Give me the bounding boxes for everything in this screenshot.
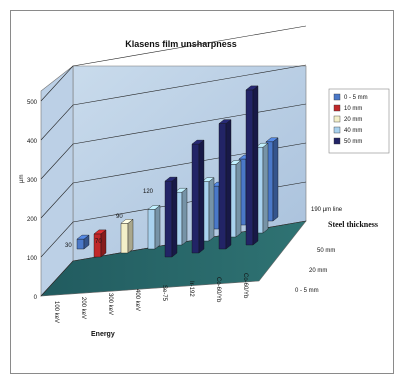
bar-side (225, 119, 232, 250)
bar-side (171, 176, 178, 258)
legend-label: 20 mm (344, 117, 362, 123)
annotation: 90 (116, 214, 123, 220)
x-tick-label: 400 keV (134, 289, 140, 311)
depth-label: 0 - 5 mm (295, 288, 319, 294)
bar-top (218, 119, 232, 124)
bar (164, 180, 173, 258)
legend-swatch (333, 104, 341, 112)
legend-swatch (333, 137, 341, 145)
bar-top (245, 85, 259, 91)
y-tick-label: 400 (27, 139, 38, 145)
bar-side (154, 204, 161, 250)
bar (76, 238, 85, 250)
x-tick-label: Co-60/Yb (242, 273, 248, 299)
y-tick-label: 500 (27, 100, 38, 106)
bar-side (100, 229, 107, 258)
gridline (40, 25, 307, 102)
bar-side (127, 218, 134, 254)
annotation: 120 (143, 189, 154, 195)
y-axis-ticks: 0 100 200 300 400 500 (27, 100, 38, 301)
plot-area (40, 25, 307, 297)
bar-top (265, 137, 279, 143)
gridline (40, 103, 307, 180)
bar-side (272, 137, 279, 222)
chart-svg: Klasens film unsharpness 0 100 200 300 400 50… (19, 25, 390, 338)
bar-side (262, 142, 269, 234)
x-tick-label: 100 keV (53, 301, 59, 323)
x-axis-label: Energy (91, 331, 115, 338)
x-axis-ticks: 100 keV 200 keV 300 keV 400 keV Se-75 Ir-192 C… (53, 273, 248, 323)
depth-axis-labels: 50 mm 20 mm 0 - 5 mm (295, 248, 335, 294)
x-tick-label: Co-60/Yb (215, 277, 221, 303)
bar-top (120, 219, 134, 224)
bar (147, 209, 156, 250)
legend-swatch (333, 93, 341, 101)
y-tick-label: 200 (27, 217, 38, 223)
bar-top (164, 176, 178, 182)
annotation: 190 µm line (311, 207, 343, 213)
bar-side (198, 139, 205, 254)
x-tick-label: 200 keV (80, 297, 86, 319)
depth-label: 50 mm (317, 248, 335, 254)
legend: 0 - 5 mm 10 mm 20 mm 40 mm 50 mm (328, 88, 390, 154)
chart-frame: Klasens film unsharpness 0 100 200 300 400 50… (10, 10, 394, 374)
bar-side (181, 187, 188, 246)
bar-top (228, 160, 242, 165)
left-side-wall (40, 65, 74, 297)
bar (245, 89, 254, 246)
x-tick-label: Se-75 (161, 285, 167, 302)
bar-side (252, 85, 259, 246)
bar-top (191, 139, 205, 145)
bars (76, 85, 279, 258)
y-axis-label: µm (19, 175, 25, 183)
y-tick-label: 100 (27, 256, 38, 262)
legend-label: 40 mm (344, 128, 362, 134)
legend-label: 0 - 5 mm (344, 95, 368, 101)
x-tick-label: 300 keV (107, 293, 113, 315)
y-tick-label: 0 (34, 295, 38, 301)
bar (191, 143, 200, 254)
bar-top (76, 234, 90, 240)
y-tick-label: 300 (27, 178, 38, 184)
bar-side (235, 159, 242, 238)
legend-label: 10 mm (344, 106, 362, 112)
bar (93, 233, 102, 258)
annotation: 30 (65, 243, 72, 249)
bar-top (147, 205, 161, 210)
x-tick-label: Ir-192 (188, 281, 194, 297)
bar-side (208, 177, 215, 242)
legend-swatch (333, 126, 341, 134)
legend-label: 50 mm (344, 139, 362, 145)
annotation: 70 (95, 239, 102, 245)
bar (120, 223, 129, 254)
bar-top (93, 229, 107, 235)
annotations: 30 70 90 120 190 µm line (65, 189, 343, 249)
gridline (40, 64, 307, 141)
depth-label: 20 mm (309, 268, 327, 274)
bar-top (174, 187, 188, 193)
bar-top (255, 142, 269, 148)
z-axis-label: Steel thickness (328, 220, 378, 229)
bar-top (201, 177, 215, 182)
legend-swatch (333, 115, 341, 123)
chart-title: Klasens film unsharpness (125, 39, 237, 49)
bar (218, 123, 227, 250)
